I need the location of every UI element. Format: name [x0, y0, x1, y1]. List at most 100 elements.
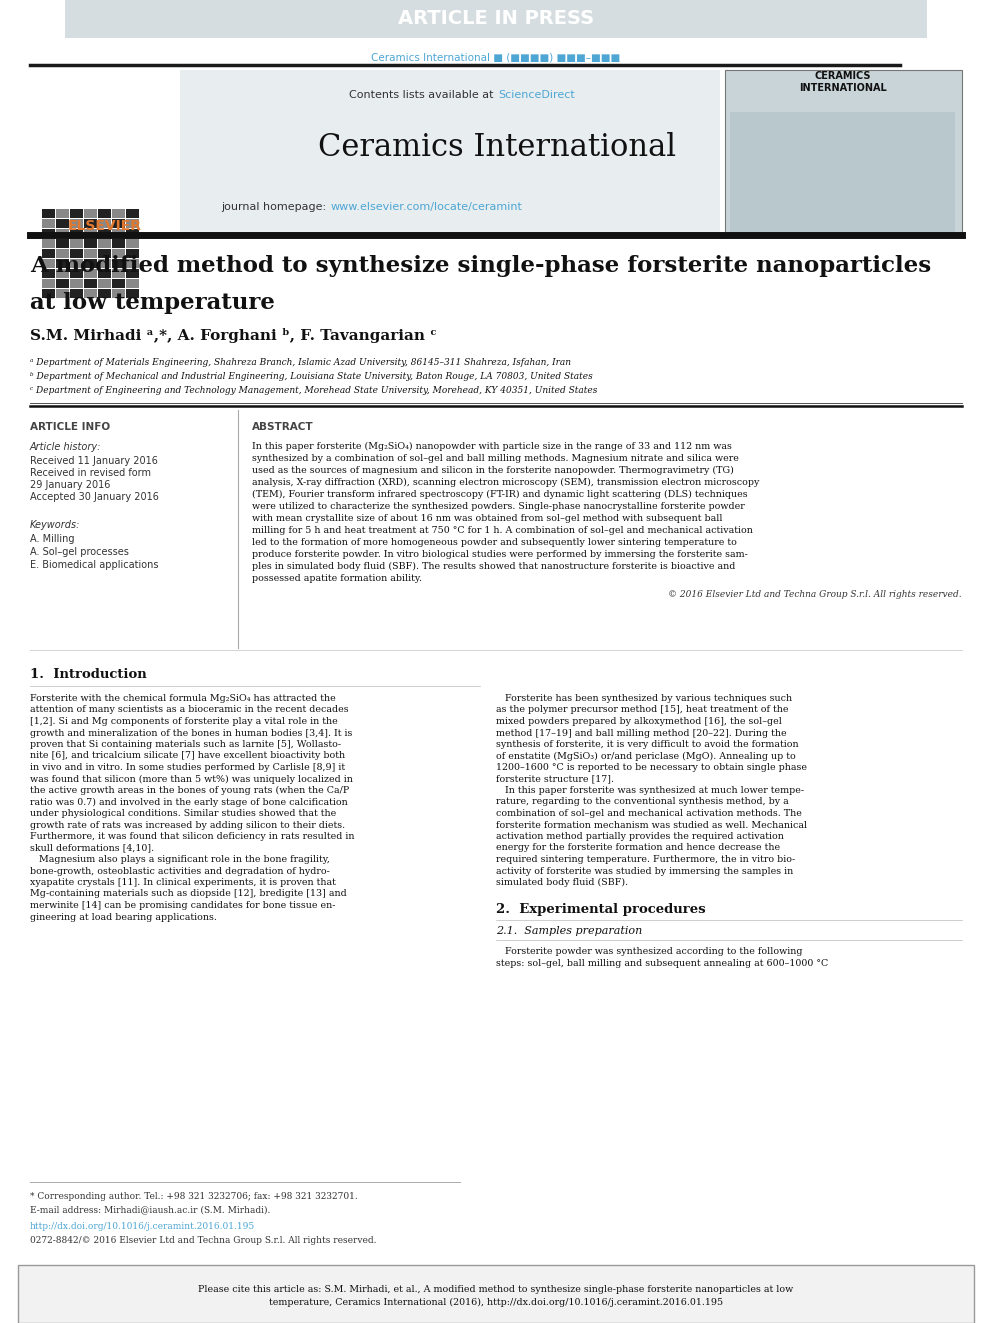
- Bar: [70, 229, 83, 238]
- Text: 2.  Experimental procedures: 2. Experimental procedures: [496, 904, 705, 917]
- Text: activation method partially provides the required activation: activation method partially provides the…: [496, 832, 784, 841]
- Bar: [42, 269, 55, 278]
- Text: gineering at load bearing applications.: gineering at load bearing applications.: [30, 913, 217, 922]
- Text: Keywords:: Keywords:: [30, 520, 80, 531]
- Text: ples in simulated body fluid (SBF). The results showed that nanostructure forste: ples in simulated body fluid (SBF). The …: [252, 562, 735, 572]
- Text: [1,2]. Si and Mg components of forsterite play a vital role in the: [1,2]. Si and Mg components of forsterit…: [30, 717, 337, 726]
- Text: 1.  Introduction: 1. Introduction: [30, 668, 147, 681]
- Text: skull deformations [4,10].: skull deformations [4,10].: [30, 844, 154, 852]
- Text: energy for the forsterite formation and hence decrease the: energy for the forsterite formation and …: [496, 844, 780, 852]
- Bar: [42, 279, 55, 288]
- Bar: [70, 288, 83, 298]
- Text: Ceramics International ■ (■■■■) ■■■–■■■: Ceramics International ■ (■■■■) ■■■–■■■: [371, 52, 621, 62]
- Text: 0272-8842/© 2016 Elsevier Ltd and Techna Group S.r.l. All rights reserved.: 0272-8842/© 2016 Elsevier Ltd and Techna…: [30, 1236, 377, 1245]
- Text: used as the sources of magnesium and silicon in the forsterite nanopowder. Therm: used as the sources of magnesium and sil…: [252, 466, 734, 475]
- Text: Received 11 January 2016: Received 11 January 2016: [30, 456, 158, 466]
- Text: was found that silicon (more than 5 wt%) was uniquely localized in: was found that silicon (more than 5 wt%)…: [30, 774, 353, 783]
- Bar: [98, 288, 111, 298]
- Text: simulated body fluid (SBF).: simulated body fluid (SBF).: [496, 878, 628, 888]
- Text: led to the formation of more homogeneous powder and subsequently lower sintering: led to the formation of more homogeneous…: [252, 538, 737, 546]
- Bar: [70, 259, 83, 269]
- Text: in vivo and in vitro. In some studies performed by Carlisle [8,9] it: in vivo and in vitro. In some studies pe…: [30, 763, 345, 773]
- Bar: [56, 220, 69, 228]
- Bar: [65, 0, 927, 38]
- Bar: [730, 112, 955, 232]
- Bar: [126, 209, 139, 218]
- Text: steps: sol–gel, ball milling and subsequent annealing at 600–1000 °C: steps: sol–gel, ball milling and subsequ…: [496, 959, 828, 968]
- Bar: [112, 229, 125, 238]
- Text: E. Biomedical applications: E. Biomedical applications: [30, 560, 159, 570]
- Bar: [84, 269, 97, 278]
- Text: 2.1.  Samples preparation: 2.1. Samples preparation: [496, 926, 642, 935]
- Bar: [84, 249, 97, 258]
- Text: A. Milling: A. Milling: [30, 534, 74, 544]
- Text: ARTICLE IN PRESS: ARTICLE IN PRESS: [398, 9, 594, 29]
- Bar: [56, 209, 69, 218]
- Text: Magnesium also plays a significant role in the bone fragility,: Magnesium also plays a significant role …: [30, 855, 330, 864]
- Bar: [126, 288, 139, 298]
- Bar: [84, 279, 97, 288]
- Bar: [112, 249, 125, 258]
- Bar: [56, 288, 69, 298]
- Text: Forsterite with the chemical formula Mg₂SiO₄ has attracted the: Forsterite with the chemical formula Mg₂…: [30, 695, 335, 703]
- Bar: [126, 259, 139, 269]
- Bar: [98, 269, 111, 278]
- Text: Contents lists available at: Contents lists available at: [349, 90, 497, 101]
- Text: mixed powders prepared by alkoxymethod [16], the sol–gel: mixed powders prepared by alkoxymethod […: [496, 717, 782, 726]
- Bar: [126, 239, 139, 247]
- Text: produce forsterite powder. In vitro biological studies were performed by immersi: produce forsterite powder. In vitro biol…: [252, 550, 748, 560]
- Bar: [56, 269, 69, 278]
- Bar: [84, 259, 97, 269]
- Text: proven that Si containing materials such as larnite [5], Wollasto-: proven that Si containing materials such…: [30, 740, 341, 749]
- Text: the active growth areas in the bones of young rats (when the Ca/P: the active growth areas in the bones of …: [30, 786, 349, 795]
- Bar: [70, 269, 83, 278]
- Bar: [112, 239, 125, 247]
- Text: ABSTRACT: ABSTRACT: [252, 422, 313, 433]
- Bar: [56, 239, 69, 247]
- Text: forsterite structure [17].: forsterite structure [17].: [496, 774, 614, 783]
- Text: Please cite this article as: S.M. Mirhadi, et al., A modified method to synthesi: Please cite this article as: S.M. Mirhad…: [198, 1285, 794, 1294]
- Bar: [30, 70, 180, 235]
- Text: 1200–1600 °C is reported to be necessary to obtain single phase: 1200–1600 °C is reported to be necessary…: [496, 763, 807, 773]
- Bar: [70, 209, 83, 218]
- Text: 29 January 2016: 29 January 2016: [30, 480, 110, 490]
- Bar: [112, 279, 125, 288]
- Text: xyapatite crystals [11]. In clinical experiments, it is proven that: xyapatite crystals [11]. In clinical exp…: [30, 878, 336, 886]
- Bar: [180, 70, 720, 235]
- Bar: [98, 249, 111, 258]
- Text: at low temperature: at low temperature: [30, 292, 275, 314]
- Bar: [56, 229, 69, 238]
- Bar: [42, 288, 55, 298]
- Text: ᵃ Department of Materials Engineering, Shahreza Branch, Islamic Azad University,: ᵃ Department of Materials Engineering, S…: [30, 359, 571, 366]
- Bar: [112, 209, 125, 218]
- Bar: [126, 249, 139, 258]
- Bar: [84, 239, 97, 247]
- Bar: [112, 269, 125, 278]
- Text: required sintering temperature. Furthermore, the in vitro bio-: required sintering temperature. Furtherm…: [496, 855, 796, 864]
- Text: were utilized to characterize the synthesized powders. Single-phase nanocrystall: were utilized to characterize the synthe…: [252, 501, 745, 511]
- Text: In this paper forsterite was synthesized at much lower tempe-: In this paper forsterite was synthesized…: [496, 786, 805, 795]
- Bar: [98, 209, 111, 218]
- Text: © 2016 Elsevier Ltd and Techna Group S.r.l. All rights reserved.: © 2016 Elsevier Ltd and Techna Group S.r…: [669, 590, 962, 599]
- Text: Furthermore, it was found that silicon deficiency in rats resulted in: Furthermore, it was found that silicon d…: [30, 832, 354, 841]
- Text: ScienceDirect: ScienceDirect: [498, 90, 574, 101]
- Bar: [126, 220, 139, 228]
- Bar: [56, 249, 69, 258]
- Bar: [98, 279, 111, 288]
- Text: CERAMICS
INTERNATIONAL: CERAMICS INTERNATIONAL: [800, 71, 887, 93]
- Text: ARTICLE INFO: ARTICLE INFO: [30, 422, 110, 433]
- Bar: [126, 279, 139, 288]
- Text: journal homepage:: journal homepage:: [221, 202, 330, 212]
- Text: Received in revised form: Received in revised form: [30, 468, 151, 478]
- Bar: [42, 239, 55, 247]
- Text: milling for 5 h and heat treatment at 750 °C for 1 h. A combination of sol–gel a: milling for 5 h and heat treatment at 75…: [252, 527, 753, 534]
- Text: A modified method to synthesize single-phase forsterite nanoparticles: A modified method to synthesize single-p…: [30, 255, 931, 277]
- Text: possessed apatite formation ability.: possessed apatite formation ability.: [252, 574, 422, 583]
- Text: nite [6], and tricalcium silicate [7] have excellent bioactivity both: nite [6], and tricalcium silicate [7] ha…: [30, 751, 345, 761]
- Bar: [42, 229, 55, 238]
- Bar: [84, 288, 97, 298]
- Text: forsterite formation mechanism was studied as well. Mechanical: forsterite formation mechanism was studi…: [496, 820, 807, 830]
- Text: attention of many scientists as a bioceramic in the recent decades: attention of many scientists as a biocer…: [30, 705, 348, 714]
- Bar: [70, 220, 83, 228]
- Text: ratio was 0.7) and involved in the early stage of bone calcification: ratio was 0.7) and involved in the early…: [30, 798, 348, 807]
